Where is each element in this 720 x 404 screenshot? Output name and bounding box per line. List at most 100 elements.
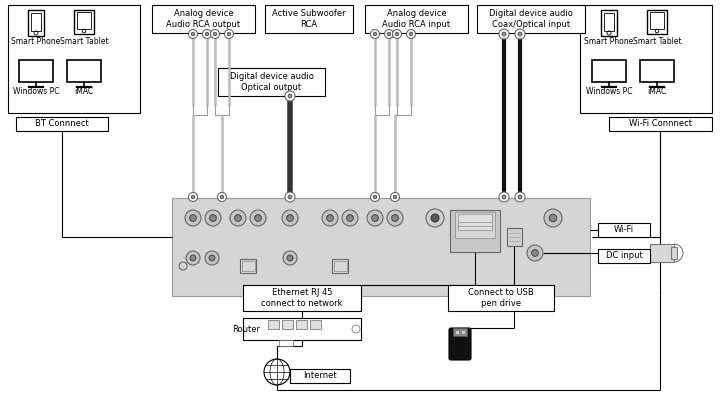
Bar	[332, 259, 348, 273]
Bar	[650, 244, 674, 262]
Circle shape	[190, 255, 196, 261]
Circle shape	[367, 210, 383, 226]
Text: Wi-Fi Connnect: Wi-Fi Connnect	[629, 120, 692, 128]
Bar	[455, 212, 495, 238]
Text: Router: Router	[232, 324, 260, 333]
Circle shape	[384, 29, 394, 38]
Text: Digital device audio
Optical output: Digital device audio Optical output	[230, 72, 313, 92]
Circle shape	[225, 29, 233, 38]
Circle shape	[544, 209, 562, 227]
Circle shape	[264, 359, 290, 385]
Bar	[282, 320, 293, 329]
Bar	[8, 5, 140, 113]
Circle shape	[531, 250, 539, 257]
Bar	[77, 12, 91, 29]
Bar	[290, 369, 350, 383]
Bar	[152, 5, 255, 33]
Bar	[598, 223, 650, 237]
Circle shape	[192, 32, 194, 36]
Bar	[640, 60, 674, 82]
Circle shape	[518, 195, 522, 199]
Circle shape	[387, 32, 391, 36]
Circle shape	[189, 215, 197, 221]
Text: Connect to USB
pen drive: Connect to USB pen drive	[468, 288, 534, 308]
Bar	[592, 60, 626, 82]
Circle shape	[373, 32, 377, 36]
Circle shape	[392, 29, 402, 38]
Circle shape	[395, 32, 399, 36]
Circle shape	[327, 215, 333, 221]
Text: Windows PC: Windows PC	[586, 88, 632, 97]
Circle shape	[213, 32, 217, 36]
Bar	[31, 13, 41, 31]
Circle shape	[285, 91, 295, 101]
Bar	[265, 5, 353, 33]
Bar	[604, 13, 614, 31]
Circle shape	[255, 215, 261, 221]
Circle shape	[515, 29, 525, 39]
Circle shape	[515, 192, 525, 202]
Bar	[458, 214, 492, 230]
Circle shape	[371, 192, 379, 202]
Bar	[609, 117, 712, 131]
Circle shape	[322, 210, 338, 226]
Circle shape	[283, 251, 297, 265]
Circle shape	[230, 210, 246, 226]
Circle shape	[235, 215, 241, 221]
Circle shape	[431, 214, 439, 222]
Bar	[240, 259, 256, 273]
Circle shape	[287, 255, 293, 261]
Circle shape	[342, 210, 358, 226]
Circle shape	[288, 94, 292, 98]
Circle shape	[426, 209, 444, 227]
Circle shape	[502, 195, 506, 199]
Circle shape	[518, 32, 522, 36]
Bar	[671, 247, 677, 259]
Circle shape	[185, 210, 201, 226]
Text: Smart Tablet: Smart Tablet	[60, 38, 108, 46]
Circle shape	[409, 32, 413, 36]
Circle shape	[371, 29, 379, 38]
FancyBboxPatch shape	[449, 328, 471, 360]
Circle shape	[282, 210, 298, 226]
Circle shape	[205, 210, 221, 226]
Circle shape	[393, 195, 397, 199]
Circle shape	[502, 32, 506, 36]
Circle shape	[220, 195, 224, 199]
Bar	[647, 10, 667, 34]
Text: Windows PC: Windows PC	[13, 88, 59, 97]
Text: Ethernet RJ 45
connect to network: Ethernet RJ 45 connect to network	[261, 288, 343, 308]
Circle shape	[527, 245, 543, 261]
Bar	[172, 198, 590, 296]
Bar	[450, 210, 500, 252]
Bar	[333, 261, 346, 271]
Circle shape	[390, 192, 400, 202]
Text: Active Subwoofer
RCA: Active Subwoofer RCA	[272, 9, 346, 29]
Circle shape	[192, 195, 194, 199]
Bar	[448, 285, 554, 311]
Bar	[279, 340, 293, 346]
Text: Internet: Internet	[303, 372, 337, 381]
Circle shape	[209, 255, 215, 261]
Bar	[650, 12, 664, 29]
Circle shape	[499, 192, 509, 202]
Bar	[453, 328, 467, 336]
Text: Wi-Fi: Wi-Fi	[614, 225, 634, 234]
Bar	[241, 261, 254, 271]
Circle shape	[250, 210, 266, 226]
Circle shape	[549, 214, 557, 222]
Circle shape	[205, 32, 209, 36]
Bar	[310, 320, 321, 329]
Text: iMAC: iMAC	[74, 88, 94, 97]
Circle shape	[499, 29, 509, 39]
Bar	[455, 330, 459, 334]
Bar	[28, 10, 44, 36]
Circle shape	[189, 192, 197, 202]
Circle shape	[205, 251, 219, 265]
Text: BT Connnect: BT Connnect	[35, 120, 89, 128]
Text: DC input: DC input	[606, 252, 642, 261]
Bar	[580, 5, 712, 113]
Text: Smart Phone: Smart Phone	[585, 38, 634, 46]
Circle shape	[288, 195, 292, 199]
Circle shape	[189, 29, 197, 38]
